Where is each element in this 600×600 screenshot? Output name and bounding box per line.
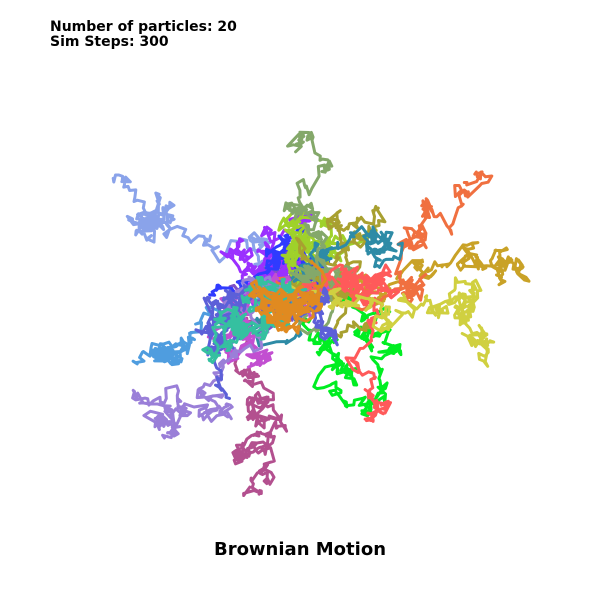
particle-trail (247, 260, 328, 335)
page-title: Brownian Motion (213, 539, 387, 560)
particle-trail (277, 209, 378, 300)
particle-trail (201, 276, 308, 364)
particle-count-label: Number of particles: 20 (50, 19, 237, 35)
particle-trail (281, 263, 401, 423)
particle-trail (285, 276, 496, 368)
simulation-info: Number of particles: 20 Sim Steps: 300 (50, 20, 237, 50)
sim-steps-label: Sim Steps: 300 (50, 34, 169, 50)
